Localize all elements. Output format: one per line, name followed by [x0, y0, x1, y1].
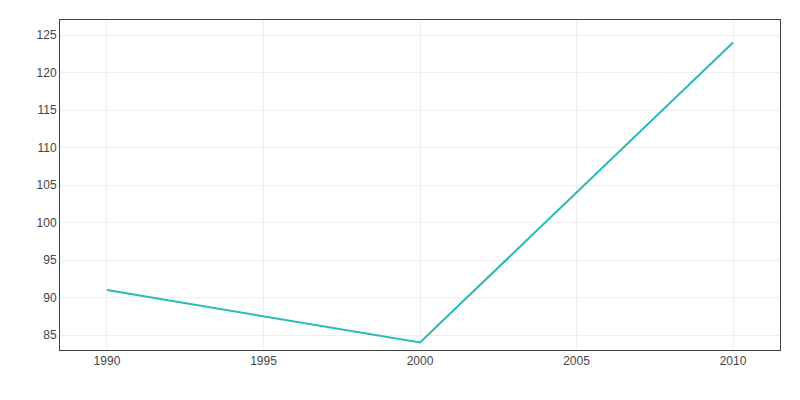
svg-text:105: 105: [37, 178, 57, 192]
svg-text:95: 95: [43, 253, 57, 267]
svg-text:2005: 2005: [563, 354, 590, 368]
svg-text:85: 85: [43, 328, 57, 342]
svg-text:90: 90: [43, 291, 57, 305]
svg-text:2010: 2010: [720, 354, 747, 368]
svg-text:1995: 1995: [250, 354, 277, 368]
svg-text:120: 120: [37, 66, 57, 80]
svg-text:2000: 2000: [407, 354, 434, 368]
svg-text:100: 100: [37, 216, 57, 230]
svg-text:1990: 1990: [94, 354, 121, 368]
svg-text:110: 110: [37, 141, 56, 155]
svg-text:125: 125: [37, 28, 57, 42]
svg-text:115: 115: [37, 103, 56, 117]
